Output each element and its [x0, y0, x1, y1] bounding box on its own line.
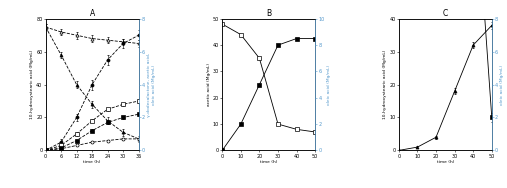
- X-axis label: time (h): time (h): [437, 160, 454, 164]
- Title: C: C: [443, 9, 448, 18]
- Y-axis label: 10-hydroxystearic acid (Mg/mL): 10-hydroxystearic acid (Mg/mL): [383, 50, 387, 119]
- Y-axis label: oleic acid (Mg/mL): oleic acid (Mg/mL): [500, 64, 504, 105]
- Y-axis label: oleic acid (Mg/mL): oleic acid (Mg/mL): [327, 64, 331, 105]
- Y-axis label: 10-hydroxystearic acid (Mg/mL): 10-hydroxystearic acid (Mg/mL): [30, 50, 34, 119]
- X-axis label: time (h): time (h): [260, 160, 277, 164]
- Title: A: A: [89, 9, 95, 18]
- Y-axis label: γ-dodecalactone, acetic acid,
oleic acid (Mg/mL): γ-dodecalactone, acetic acid, oleic acid…: [147, 52, 156, 117]
- Y-axis label: acetic acid (Mg/mL): acetic acid (Mg/mL): [207, 63, 211, 106]
- X-axis label: time (h): time (h): [84, 160, 101, 164]
- Title: B: B: [266, 9, 271, 18]
